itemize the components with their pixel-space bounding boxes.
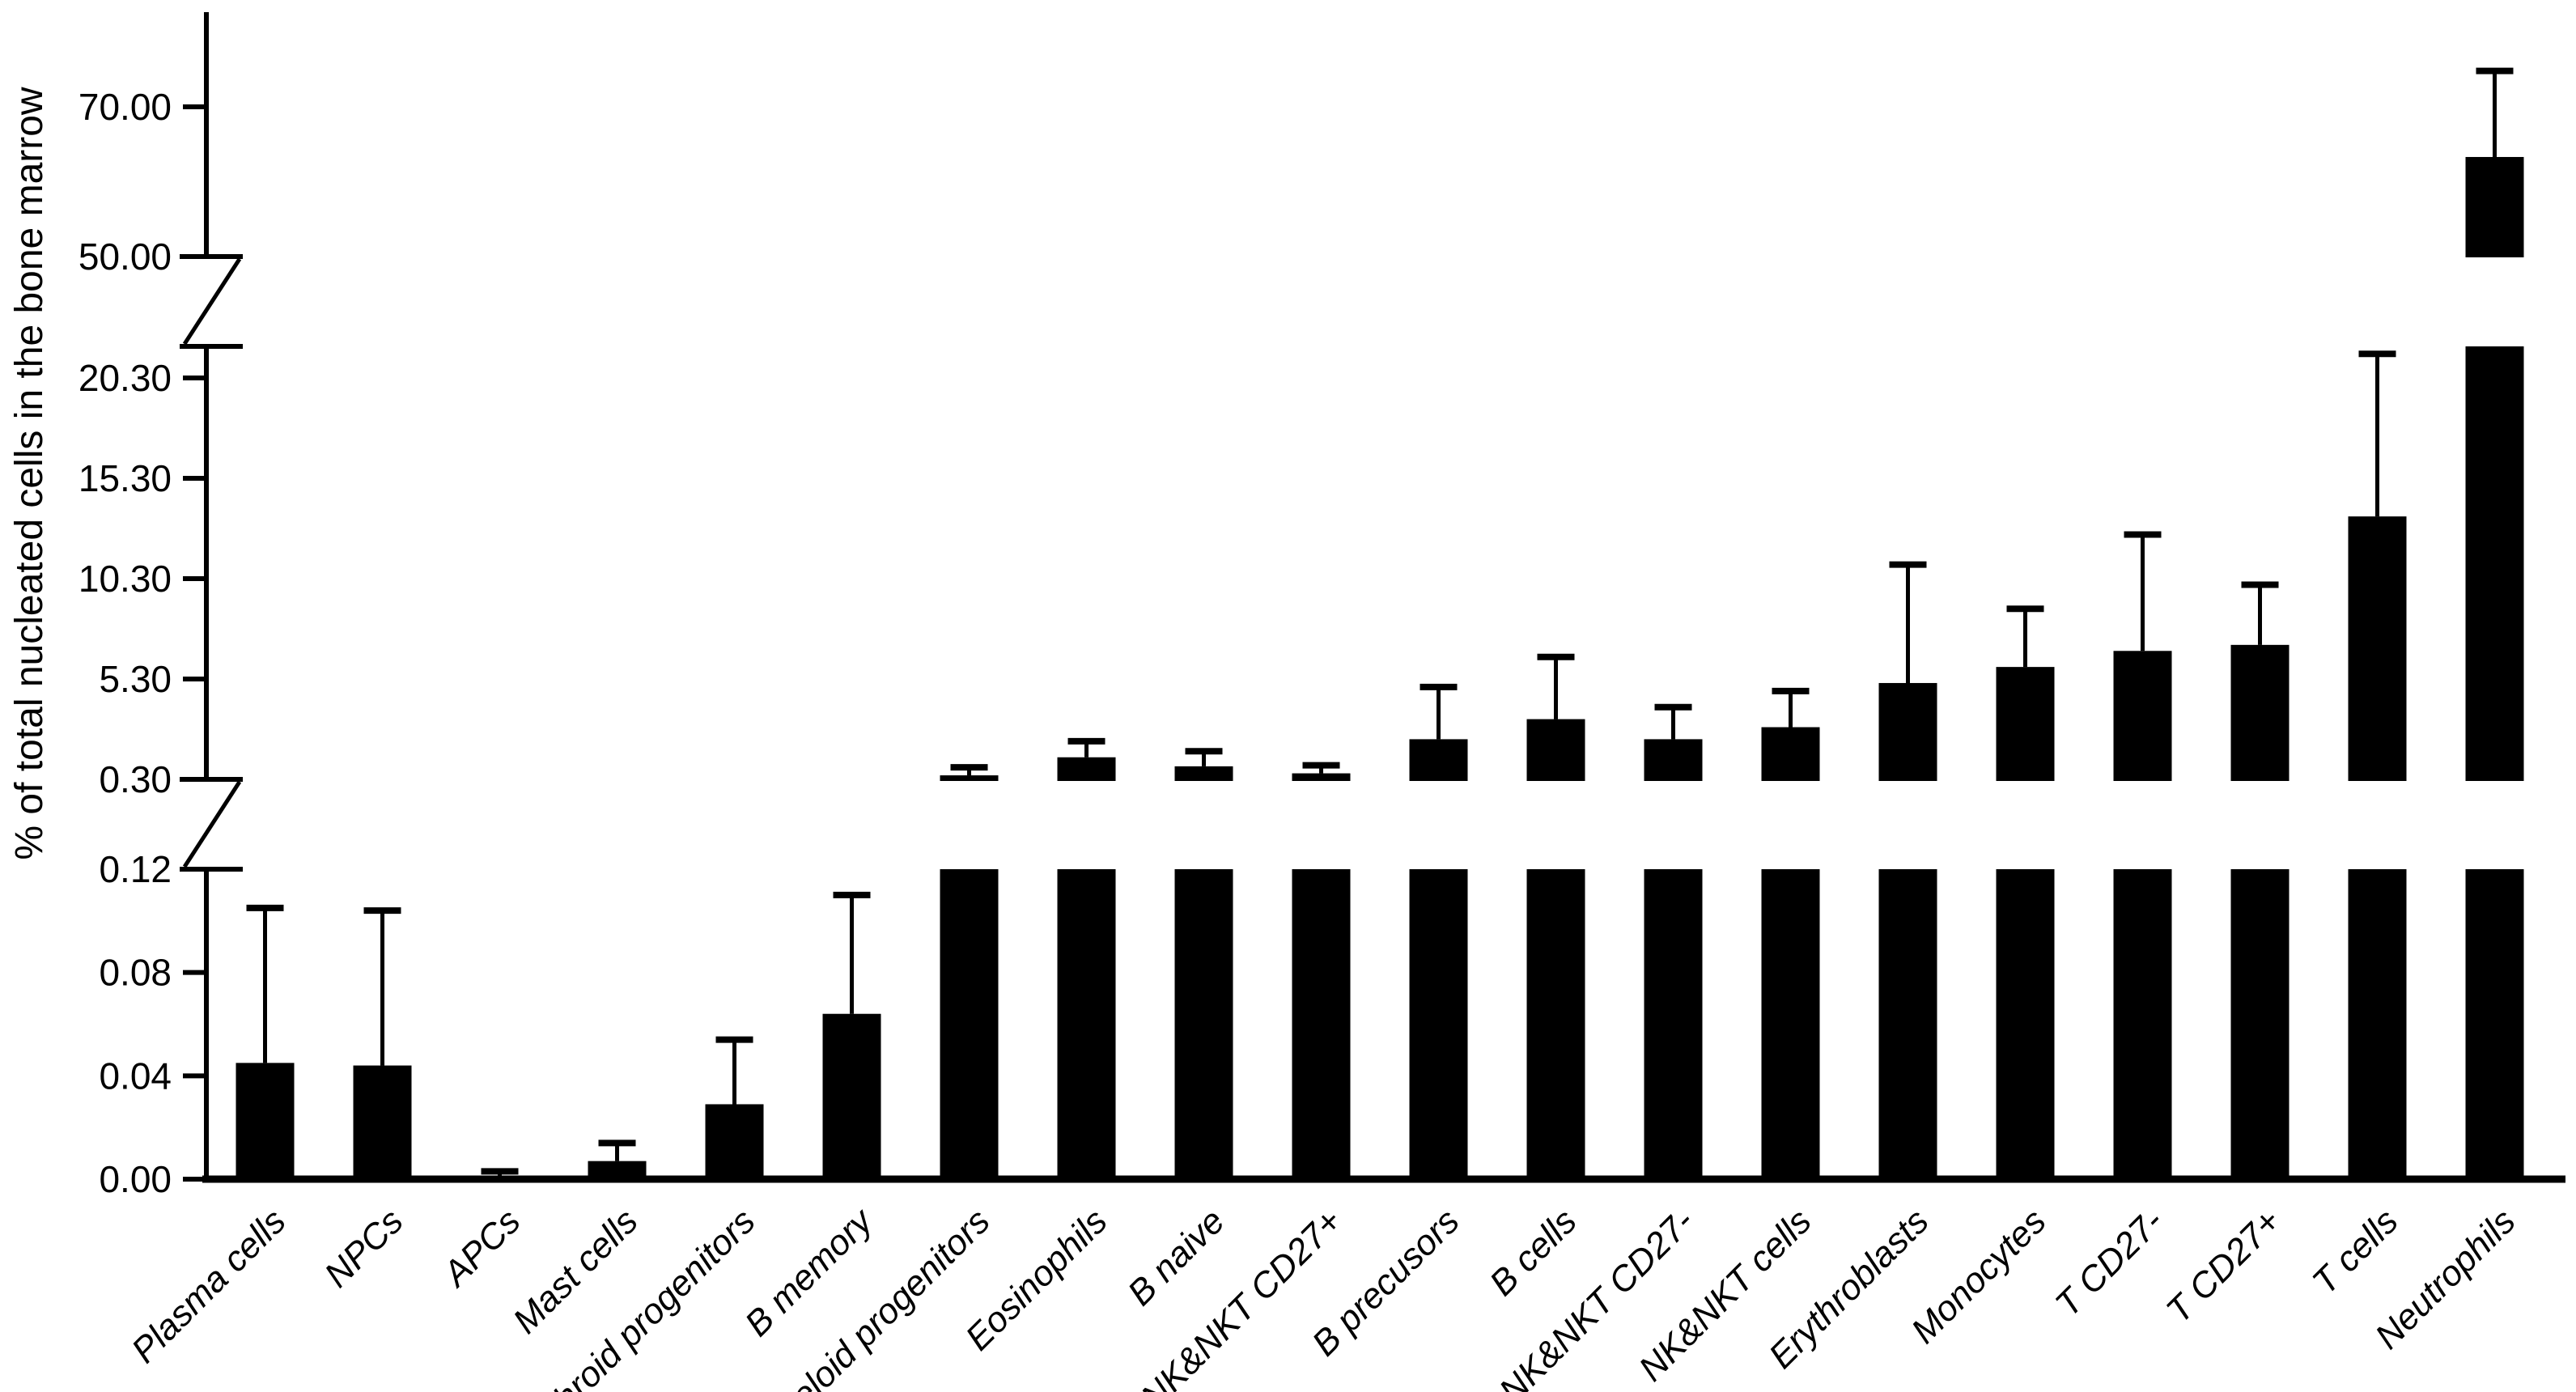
- y-axis-title: % of total nucleated cells in the bone m…: [8, 87, 51, 860]
- axis-break-slash-icon: [182, 257, 242, 346]
- bar-segment-bottom: [1409, 869, 1468, 1179]
- bar-segment-bottom: [2465, 869, 2524, 1179]
- y-tick-label: 50.00: [79, 236, 172, 278]
- y-tick-label: 15.30: [79, 457, 172, 499]
- bar-segment-middle: [1526, 719, 1585, 781]
- bar-segment-middle: [2113, 651, 2172, 781]
- axis-break-slash-icon: [182, 780, 242, 868]
- y-tick-label: 70.00: [79, 86, 172, 128]
- x-category-label: APCs: [434, 1201, 528, 1295]
- x-category-label: T cells: [2305, 1201, 2406, 1302]
- y-tick-label: 0.08: [99, 952, 172, 994]
- bar-segment-bottom: [236, 1063, 295, 1179]
- bar-segment-middle: [2465, 346, 2524, 781]
- y-tick-label: 20.30: [79, 357, 172, 399]
- bar-segment-bottom: [1644, 869, 1703, 1179]
- bar-segment-middle: [1057, 757, 1116, 781]
- y-tick-label: 0.00: [99, 1158, 172, 1200]
- x-category-label: NK&NKT CD27+: [1133, 1201, 1349, 1392]
- x-category-label: NPCs: [317, 1201, 411, 1295]
- axis-layer: [180, 12, 2565, 1183]
- bar-segment-bottom: [2230, 869, 2290, 1179]
- bar-segment-bottom: [1174, 869, 1233, 1179]
- bar-segment-bottom: [353, 1065, 412, 1179]
- bar-segment-middle: [1292, 773, 1351, 781]
- bar-segment-middle: [1174, 766, 1233, 781]
- y-tick-label: 10.30: [79, 558, 172, 600]
- bar-segment-middle: [2348, 516, 2407, 781]
- x-category-label: T CD27+: [2159, 1201, 2289, 1330]
- bar-segment-bottom: [705, 1104, 764, 1179]
- bar-segment-bottom: [2348, 869, 2407, 1179]
- x-category-label: Plasma cells: [124, 1201, 293, 1370]
- x-category-label: B cells: [1482, 1201, 1584, 1303]
- bar-segment-bottom: [1057, 869, 1116, 1179]
- bar-segment-bottom: [1292, 869, 1351, 1179]
- bar-segment-middle: [940, 775, 999, 781]
- y-tick-label: 0.30: [99, 758, 172, 800]
- bar-segment-bottom: [940, 869, 999, 1179]
- bar-segment-middle: [1761, 727, 1820, 781]
- bar-segment-middle: [2230, 644, 2290, 781]
- bar-segment-middle: [1409, 739, 1468, 781]
- bar-segment-bottom: [1526, 869, 1585, 1179]
- bar-segment-bottom: [822, 1013, 881, 1179]
- bar-segment-middle: [1644, 739, 1703, 781]
- bar-segment-bottom: [1996, 869, 2055, 1179]
- bar-segment-middle: [1996, 667, 2055, 781]
- bar-segment-top: [2465, 156, 2524, 257]
- y-tick-label: 5.30: [99, 658, 172, 700]
- bars-layer: [236, 156, 2524, 1179]
- bar-segment-middle: [1878, 682, 1937, 781]
- y-tick-label: 0.12: [99, 848, 172, 890]
- error-bars-layer: [246, 67, 2514, 1179]
- bar-segment-bottom: [1761, 869, 1820, 1179]
- y-tick-label: 0.04: [99, 1055, 172, 1097]
- bar-segment-bottom: [1878, 869, 1937, 1179]
- x-category-label: B naive: [1120, 1201, 1232, 1313]
- bar-segment-bottom: [2113, 869, 2172, 1179]
- x-category-label: T CD27-: [2048, 1201, 2171, 1324]
- bar-segment-bottom: [588, 1161, 647, 1179]
